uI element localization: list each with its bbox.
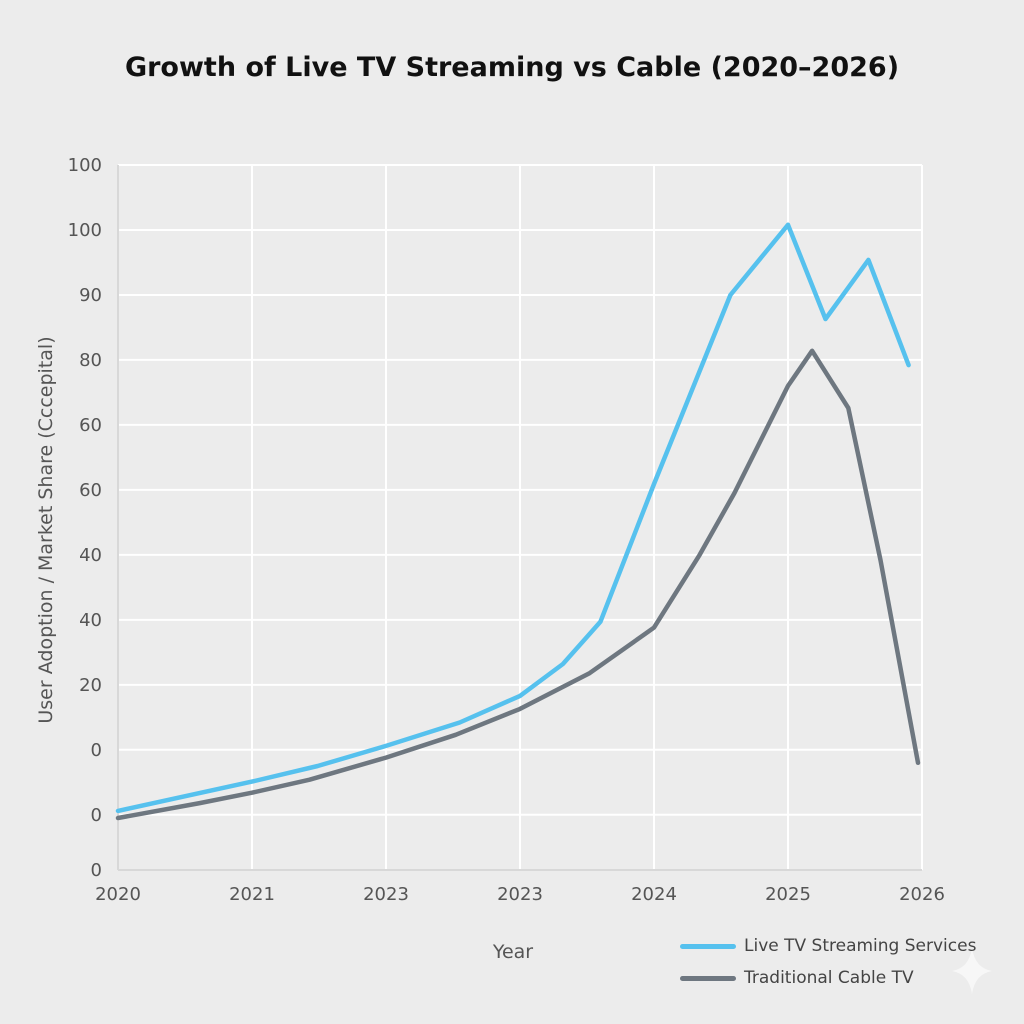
legend-item-cable: Traditional Cable TV [680,962,976,994]
series-line-streaming [115,222,911,814]
tick-labels: 0 0 0 20 40 40 60 60 80 90 100 100 2020 2021 2023 2023 2… [68,155,945,905]
y-axis-label: User Adoption / Market Share (Cccepital) [35,336,57,723]
x-tick-label: 2023 [497,884,543,905]
series-line-cable [115,348,921,821]
legend-swatch-cable [680,975,736,981]
series-lines [115,222,921,821]
grid [117,164,923,871]
x-axis-label: Year [492,941,533,963]
chart-title: Growth of Live TV Streaming vs Cable (20… [124,52,900,83]
x-tick-label: 2023 [363,884,409,905]
y-tick-label: 100 [68,220,102,241]
legend-item-streaming: Live TV Streaming Services [680,930,976,962]
x-tick-label: 2025 [765,884,811,905]
x-tick-label: 2020 [95,884,141,905]
y-tick-label: 0 [91,860,102,881]
y-tick-label: 40 [79,545,102,566]
legend-label-streaming: Live TV Streaming Services [744,936,977,956]
x-tick-label: 2021 [229,884,275,905]
legend-swatch-streaming [680,943,736,949]
x-tick-label: 2026 [899,884,945,905]
legend-label-cable: Traditional Cable TV [744,968,914,988]
y-tick-label: 0 [91,740,102,761]
legend: Live TV Streaming Services Traditional C… [680,930,976,994]
y-tick-label: 60 [79,415,102,436]
sparkle-watermark-icon [952,948,992,994]
y-tick-label: 90 [79,285,102,306]
y-tick-label: 20 [79,675,102,696]
x-tick-label: 2024 [631,884,677,905]
y-tick-label: 0 [91,805,102,826]
y-tick-label: 40 [79,610,102,631]
axes [117,165,922,871]
y-tick-label: 100 [68,155,102,176]
y-tick-label: 80 [79,350,102,371]
y-tick-label: 60 [79,480,102,501]
